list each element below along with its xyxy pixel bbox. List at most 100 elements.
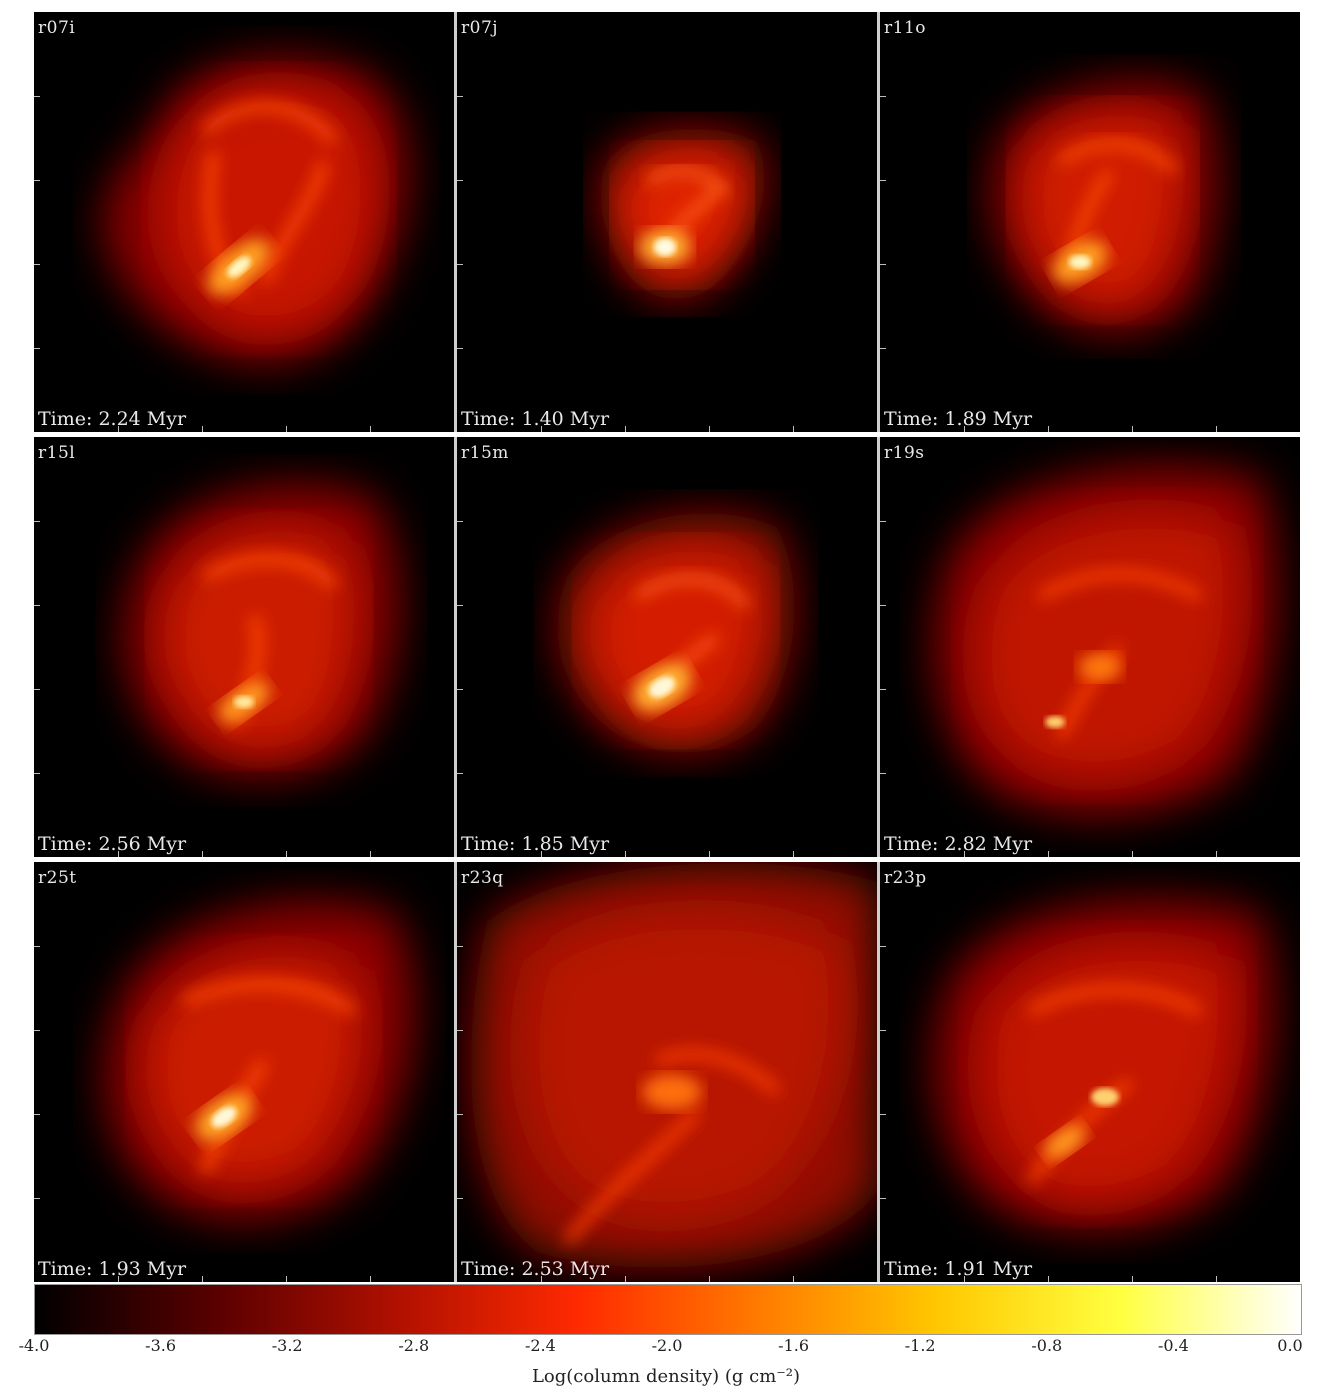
axis-tick [625, 426, 626, 432]
panel-r11o: r11o Time: 1.89 Myr [880, 12, 1300, 432]
panel-time: Time: 2.82 Myr [884, 833, 1033, 855]
axis-tick [457, 264, 463, 265]
axis-tick [286, 1276, 287, 1282]
axis-tick [625, 851, 626, 857]
panel-time: Time: 2.53 Myr [461, 1258, 610, 1280]
axis-tick [625, 1276, 626, 1282]
panel-label: r07i [38, 18, 76, 38]
axis-tick [1132, 426, 1133, 432]
axis-tick [880, 946, 886, 947]
axis-tick [880, 689, 886, 690]
colorbar-tick: 0.0 [1277, 1336, 1303, 1355]
colorbar-tick: -1.6 [778, 1336, 810, 1355]
panel-divider [34, 432, 1300, 437]
density-map [933, 898, 1275, 1231]
axis-tick [880, 521, 886, 522]
axis-tick [118, 1276, 119, 1282]
colorbar [34, 1284, 1302, 1335]
panel-time: Time: 1.85 Myr [461, 833, 610, 855]
axis-tick [34, 773, 40, 774]
axis-tick [34, 348, 40, 349]
axis-tick [880, 180, 886, 181]
panel-divider [34, 857, 1300, 862]
axis-tick [34, 946, 40, 947]
axis-tick [457, 348, 463, 349]
colorbar-label: Log(column density) (g cm⁻²) [531, 1366, 801, 1387]
panel-time: Time: 2.24 Myr [38, 408, 187, 430]
axis-tick [1048, 851, 1049, 857]
axis-tick [541, 851, 542, 857]
panel-time: Time: 1.91 Myr [884, 1258, 1033, 1280]
panel-time: Time: 1.89 Myr [884, 408, 1033, 430]
axis-tick [793, 851, 794, 857]
axis-tick [793, 1276, 794, 1282]
axis-tick [793, 426, 794, 432]
panel-r19s: r19s Time: 2.82 Myr [880, 437, 1300, 857]
colorbar-tick: -2.4 [524, 1336, 556, 1355]
axis-tick [118, 426, 119, 432]
panel-divider [454, 12, 457, 1282]
axis-tick [457, 521, 463, 522]
axis-tick [709, 426, 710, 432]
axis-tick [964, 851, 965, 857]
density-map [104, 900, 415, 1221]
colorbar-tick: -1.2 [904, 1336, 936, 1355]
colorbar-tick: -2.8 [398, 1336, 430, 1355]
axis-tick [457, 689, 463, 690]
image-grid: r07i Time: 2.24 Myr r07j Time: 1.40 Myr … [34, 12, 1300, 1282]
axis-tick [880, 96, 886, 97]
axis-tick [457, 605, 463, 606]
panel-label: r15m [461, 443, 509, 463]
colorbar-tick: -0.4 [1157, 1336, 1189, 1355]
axis-tick [541, 426, 542, 432]
panel-r23p: r23p Time: 1.91 Myr [880, 862, 1300, 1282]
axis-tick [457, 180, 463, 181]
axis-tick [286, 851, 287, 857]
axis-tick [202, 1276, 203, 1282]
axis-tick [457, 96, 463, 97]
axis-tick [880, 264, 886, 265]
density-map [123, 483, 400, 778]
panel-divider [877, 12, 880, 1282]
axis-tick [202, 426, 203, 432]
axis-tick [370, 851, 371, 857]
axis-tick [1048, 426, 1049, 432]
axis-tick [370, 1276, 371, 1282]
axis-tick [202, 851, 203, 857]
axis-tick [541, 1276, 542, 1282]
colorbar-tick: -4.0 [18, 1336, 50, 1355]
axis-tick [34, 1198, 40, 1199]
axis-tick [286, 426, 287, 432]
panel-label: r23p [884, 868, 927, 888]
axis-tick [457, 1114, 463, 1115]
colorbar-tick: -2.0 [651, 1336, 683, 1355]
axis-tick [34, 521, 40, 522]
density-map [990, 80, 1219, 334]
panel-label: r07j [461, 18, 499, 38]
colorbar-tick: -3.6 [145, 1336, 177, 1355]
axis-tick [709, 851, 710, 857]
axis-tick [880, 1114, 886, 1115]
axis-tick [964, 1276, 965, 1282]
density-map [103, 56, 409, 364]
axis-tick [457, 1030, 463, 1031]
axis-tick [457, 946, 463, 947]
axis-tick [1216, 851, 1217, 857]
axis-tick [880, 773, 886, 774]
axis-tick [118, 851, 119, 857]
panel-r23q: r23q Time: 2.53 Myr [457, 862, 877, 1282]
axis-tick [34, 605, 40, 606]
axis-tick [1132, 1276, 1133, 1282]
panel-label: r25t [38, 868, 77, 888]
axis-tick [34, 264, 40, 265]
axis-tick [1132, 851, 1133, 857]
axis-tick [880, 1198, 886, 1199]
panel-r25t: r25t Time: 1.93 Myr [34, 862, 454, 1282]
density-map [471, 862, 877, 1268]
axis-tick [457, 773, 463, 774]
axis-tick [34, 1030, 40, 1031]
axis-tick [880, 1030, 886, 1031]
axis-tick [457, 1198, 463, 1199]
panel-r07j: r07j Time: 1.40 Myr [457, 12, 877, 432]
axis-tick [34, 1114, 40, 1115]
